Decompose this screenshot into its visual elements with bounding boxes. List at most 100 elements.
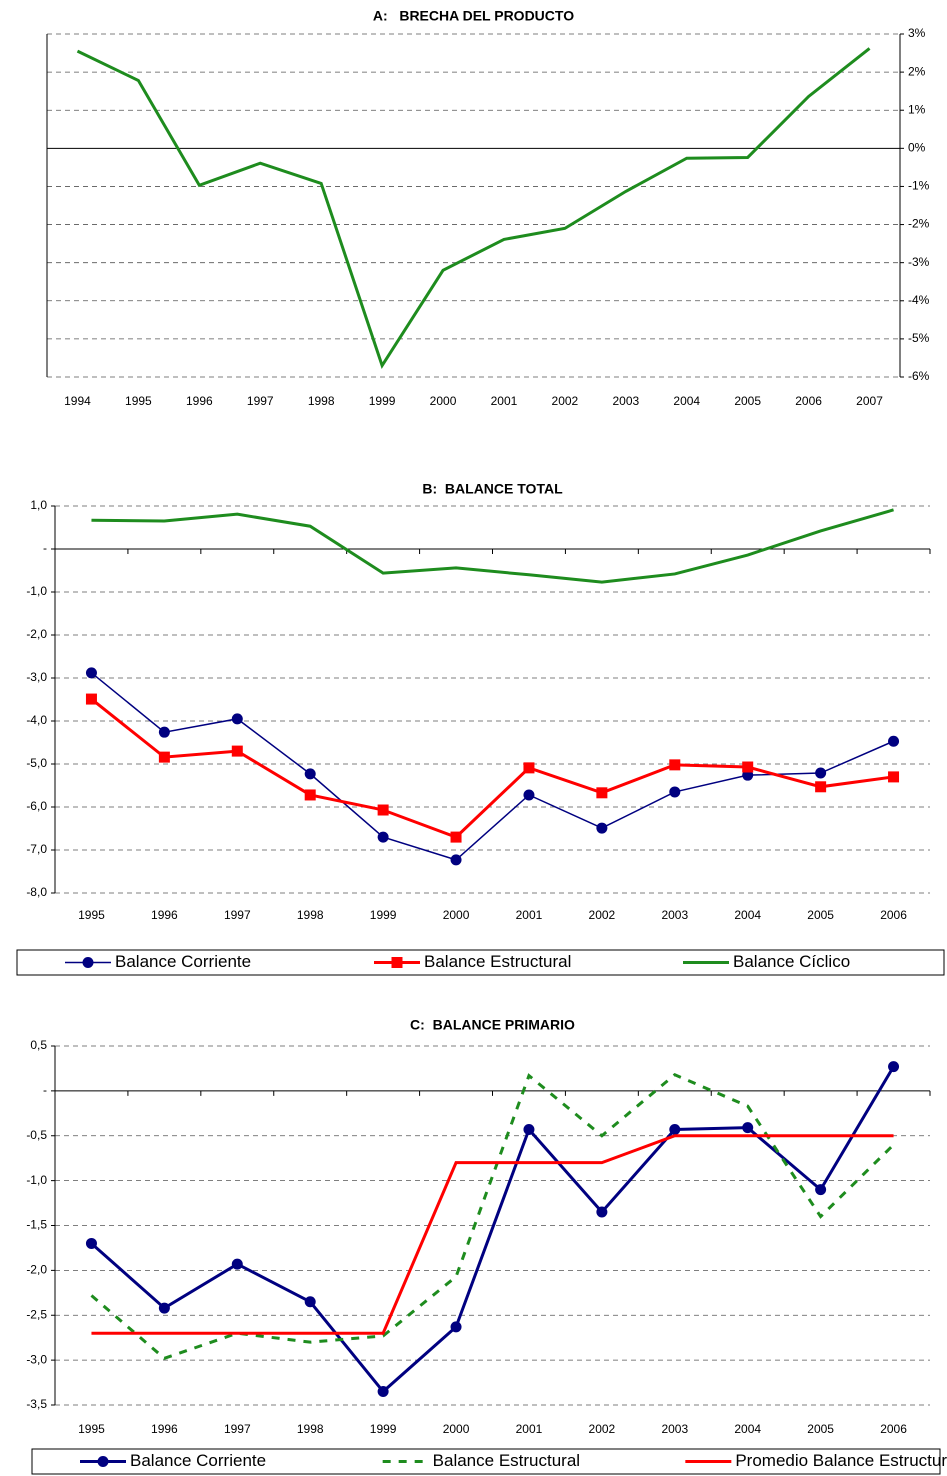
data-point [888,1061,900,1073]
x-tick-label: 2004 [673,394,700,408]
data-point [304,768,316,780]
x-tick-label: 1996 [151,1422,178,1436]
x-tick-label: 1995 [78,1422,105,1436]
chart-title: C: BALANCE PRIMARIO [410,1017,575,1033]
data-point [596,822,608,834]
x-tick-label: 2000 [443,1422,470,1436]
legend-marker [82,957,94,968]
x-tick-label: 2005 [734,394,761,408]
y-tick-label: -0,5 [26,1128,47,1142]
data-point [450,854,462,866]
y-tick-label: -6% [908,369,930,383]
y-tick-label: -8,0 [26,885,47,899]
data-point [377,831,389,843]
x-tick-label: 2002 [552,394,579,408]
chart-title: A: BRECHA DEL PRODUCTO [373,8,574,24]
y-tick-label: - [43,541,47,555]
series-line [90,697,894,839]
data-point [596,787,608,799]
y-tick-label: -2% [908,217,930,231]
legend-label: Balance Estructural [433,1451,580,1470]
data-point [450,1321,462,1333]
y-tick-label: -7,0 [26,842,47,856]
data-point [85,667,97,679]
legend-box [31,1448,941,1475]
x-tick-label: 1995 [125,394,152,408]
data-point [888,735,900,747]
series-line [76,47,871,370]
y-tick-label: 0% [908,141,926,155]
data-point [158,726,170,738]
y-tick-label: -4% [908,293,930,307]
x-tick-label: 1994 [64,394,91,408]
data-point [304,1296,316,1308]
x-tick-label: 2002 [589,908,616,922]
data-point [669,759,681,771]
legend-marker [391,957,403,968]
y-tick-label: -3,0 [26,670,47,684]
series-line [90,672,894,861]
y-tick-label: -1,0 [26,584,47,598]
x-tick-label: 1998 [297,1422,324,1436]
legend-marker [97,1456,109,1467]
y-tick-label: -3,5 [26,1397,47,1411]
y-tick-label: -5% [908,331,930,345]
x-tick-label: 1997 [224,1422,251,1436]
y-tick-label: -4,0 [26,713,47,727]
y-tick-label: -2,0 [26,627,47,641]
x-tick-label: 2001 [491,394,518,408]
y-tick-label: - [43,1083,47,1097]
y-tick-label: 1,0 [30,498,47,512]
x-tick-label: 2004 [734,908,761,922]
y-tick-label: -2,0 [26,1263,47,1277]
x-tick-label: 2003 [661,1422,688,1436]
data-point [815,767,827,779]
data-point [523,1123,535,1135]
x-tick-label: 2006 [880,908,907,922]
data-point [669,786,681,798]
x-tick-label: 2006 [795,394,822,408]
data-point [377,804,389,816]
x-tick-label: 1998 [308,394,335,408]
series-line [91,1134,894,1335]
x-tick-label: 2002 [589,1422,616,1436]
y-tick-label: -1% [908,179,930,193]
x-tick-label: 1999 [370,908,397,922]
x-tick-label: 2007 [856,394,883,408]
data-point [596,1206,608,1218]
data-point [377,1386,389,1398]
legend-label: Balance Corriente [115,952,251,971]
chart-title: B: BALANCE TOTAL [422,481,563,497]
y-tick-label: -3% [908,255,930,269]
data-point [231,713,243,725]
series-line [91,508,894,584]
legend-label: Promedio Balance Estructural [735,1451,947,1470]
y-tick-label: 3% [908,26,926,40]
data-point [231,1258,243,1270]
data-point [231,745,243,757]
x-tick-label: 2000 [443,908,470,922]
x-tick-label: 1999 [370,1422,397,1436]
data-point [815,1184,827,1196]
y-tick-label: -1,5 [26,1218,47,1232]
series-line [90,1065,895,1394]
x-tick-label: 2005 [807,1422,834,1436]
x-tick-label: 1998 [297,908,324,922]
y-tick-label: -3,0 [26,1352,47,1366]
y-tick-label: 1% [908,102,926,116]
data-point [888,771,900,783]
legend-label: Balance Corriente [130,1451,266,1470]
x-tick-label: 2000 [430,394,457,408]
y-tick-label: 2% [908,64,926,78]
data-point [450,831,462,843]
y-tick-label: -6,0 [26,799,47,813]
data-point [815,781,827,793]
y-tick-label: -1,0 [26,1173,47,1187]
y-tick-label: 0,5 [30,1038,47,1052]
legend-label: Balance Estructural [424,952,571,971]
x-tick-label: 1997 [247,394,274,408]
x-tick-label: 2001 [516,1422,543,1436]
y-tick-label: -5,0 [26,756,47,770]
x-tick-label: 2001 [516,908,543,922]
